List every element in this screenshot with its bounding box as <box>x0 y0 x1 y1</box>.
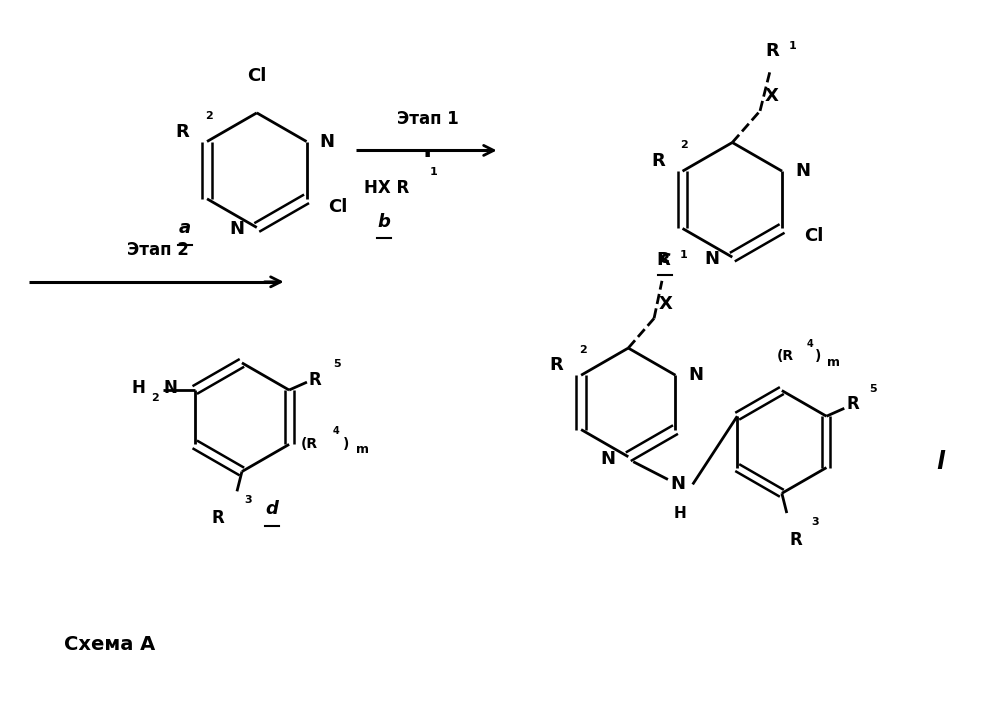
Text: (R: (R <box>777 349 794 363</box>
Text: 2: 2 <box>579 344 586 354</box>
Text: 5: 5 <box>869 384 877 394</box>
Text: N: N <box>688 366 703 385</box>
Text: R: R <box>176 122 189 141</box>
Text: N: N <box>704 250 719 268</box>
Text: Cl: Cl <box>329 198 348 216</box>
Text: 1: 1 <box>431 167 438 177</box>
Text: R: R <box>651 153 664 170</box>
Text: 4: 4 <box>806 339 813 349</box>
Text: X: X <box>659 295 673 314</box>
Text: Cl: Cl <box>804 227 823 245</box>
Text: H: H <box>673 506 686 521</box>
Text: N: N <box>600 450 615 467</box>
Text: 2: 2 <box>151 393 159 403</box>
Text: N: N <box>670 475 685 494</box>
Text: (R: (R <box>301 437 318 451</box>
Text: 2: 2 <box>680 141 688 150</box>
Text: R: R <box>846 395 859 413</box>
Text: 2: 2 <box>205 111 213 121</box>
Text: N: N <box>320 133 335 150</box>
Text: 5: 5 <box>333 359 341 369</box>
Text: c: c <box>659 249 670 267</box>
Text: R: R <box>212 509 224 527</box>
Text: 1: 1 <box>679 250 687 260</box>
Text: R: R <box>765 41 779 60</box>
Text: ): ) <box>343 437 349 451</box>
Text: Cl: Cl <box>247 67 267 85</box>
Text: R: R <box>790 531 802 549</box>
Text: R: R <box>549 356 563 374</box>
Text: Этап 2: Этап 2 <box>127 241 189 259</box>
Text: 4: 4 <box>333 425 340 436</box>
Text: 3: 3 <box>811 517 819 527</box>
Text: b: b <box>378 212 390 231</box>
Text: R: R <box>309 371 322 389</box>
Text: Этап 1: Этап 1 <box>397 110 459 128</box>
Text: ): ) <box>814 349 821 363</box>
Text: ·: · <box>423 144 433 168</box>
Text: HX R: HX R <box>364 179 409 197</box>
Text: a: a <box>179 219 191 238</box>
Text: m: m <box>357 443 370 456</box>
Text: X: X <box>765 87 779 105</box>
Text: m: m <box>827 356 840 369</box>
Text: R: R <box>656 251 669 269</box>
Text: 3: 3 <box>244 496 252 505</box>
Text: N: N <box>229 221 244 238</box>
Text: N: N <box>163 379 177 397</box>
Text: N: N <box>795 162 810 180</box>
Text: l: l <box>936 450 944 474</box>
Text: 1: 1 <box>789 41 796 51</box>
Text: d: d <box>265 500 278 518</box>
Text: H: H <box>131 379 145 397</box>
Text: Схема А: Схема А <box>64 635 155 654</box>
